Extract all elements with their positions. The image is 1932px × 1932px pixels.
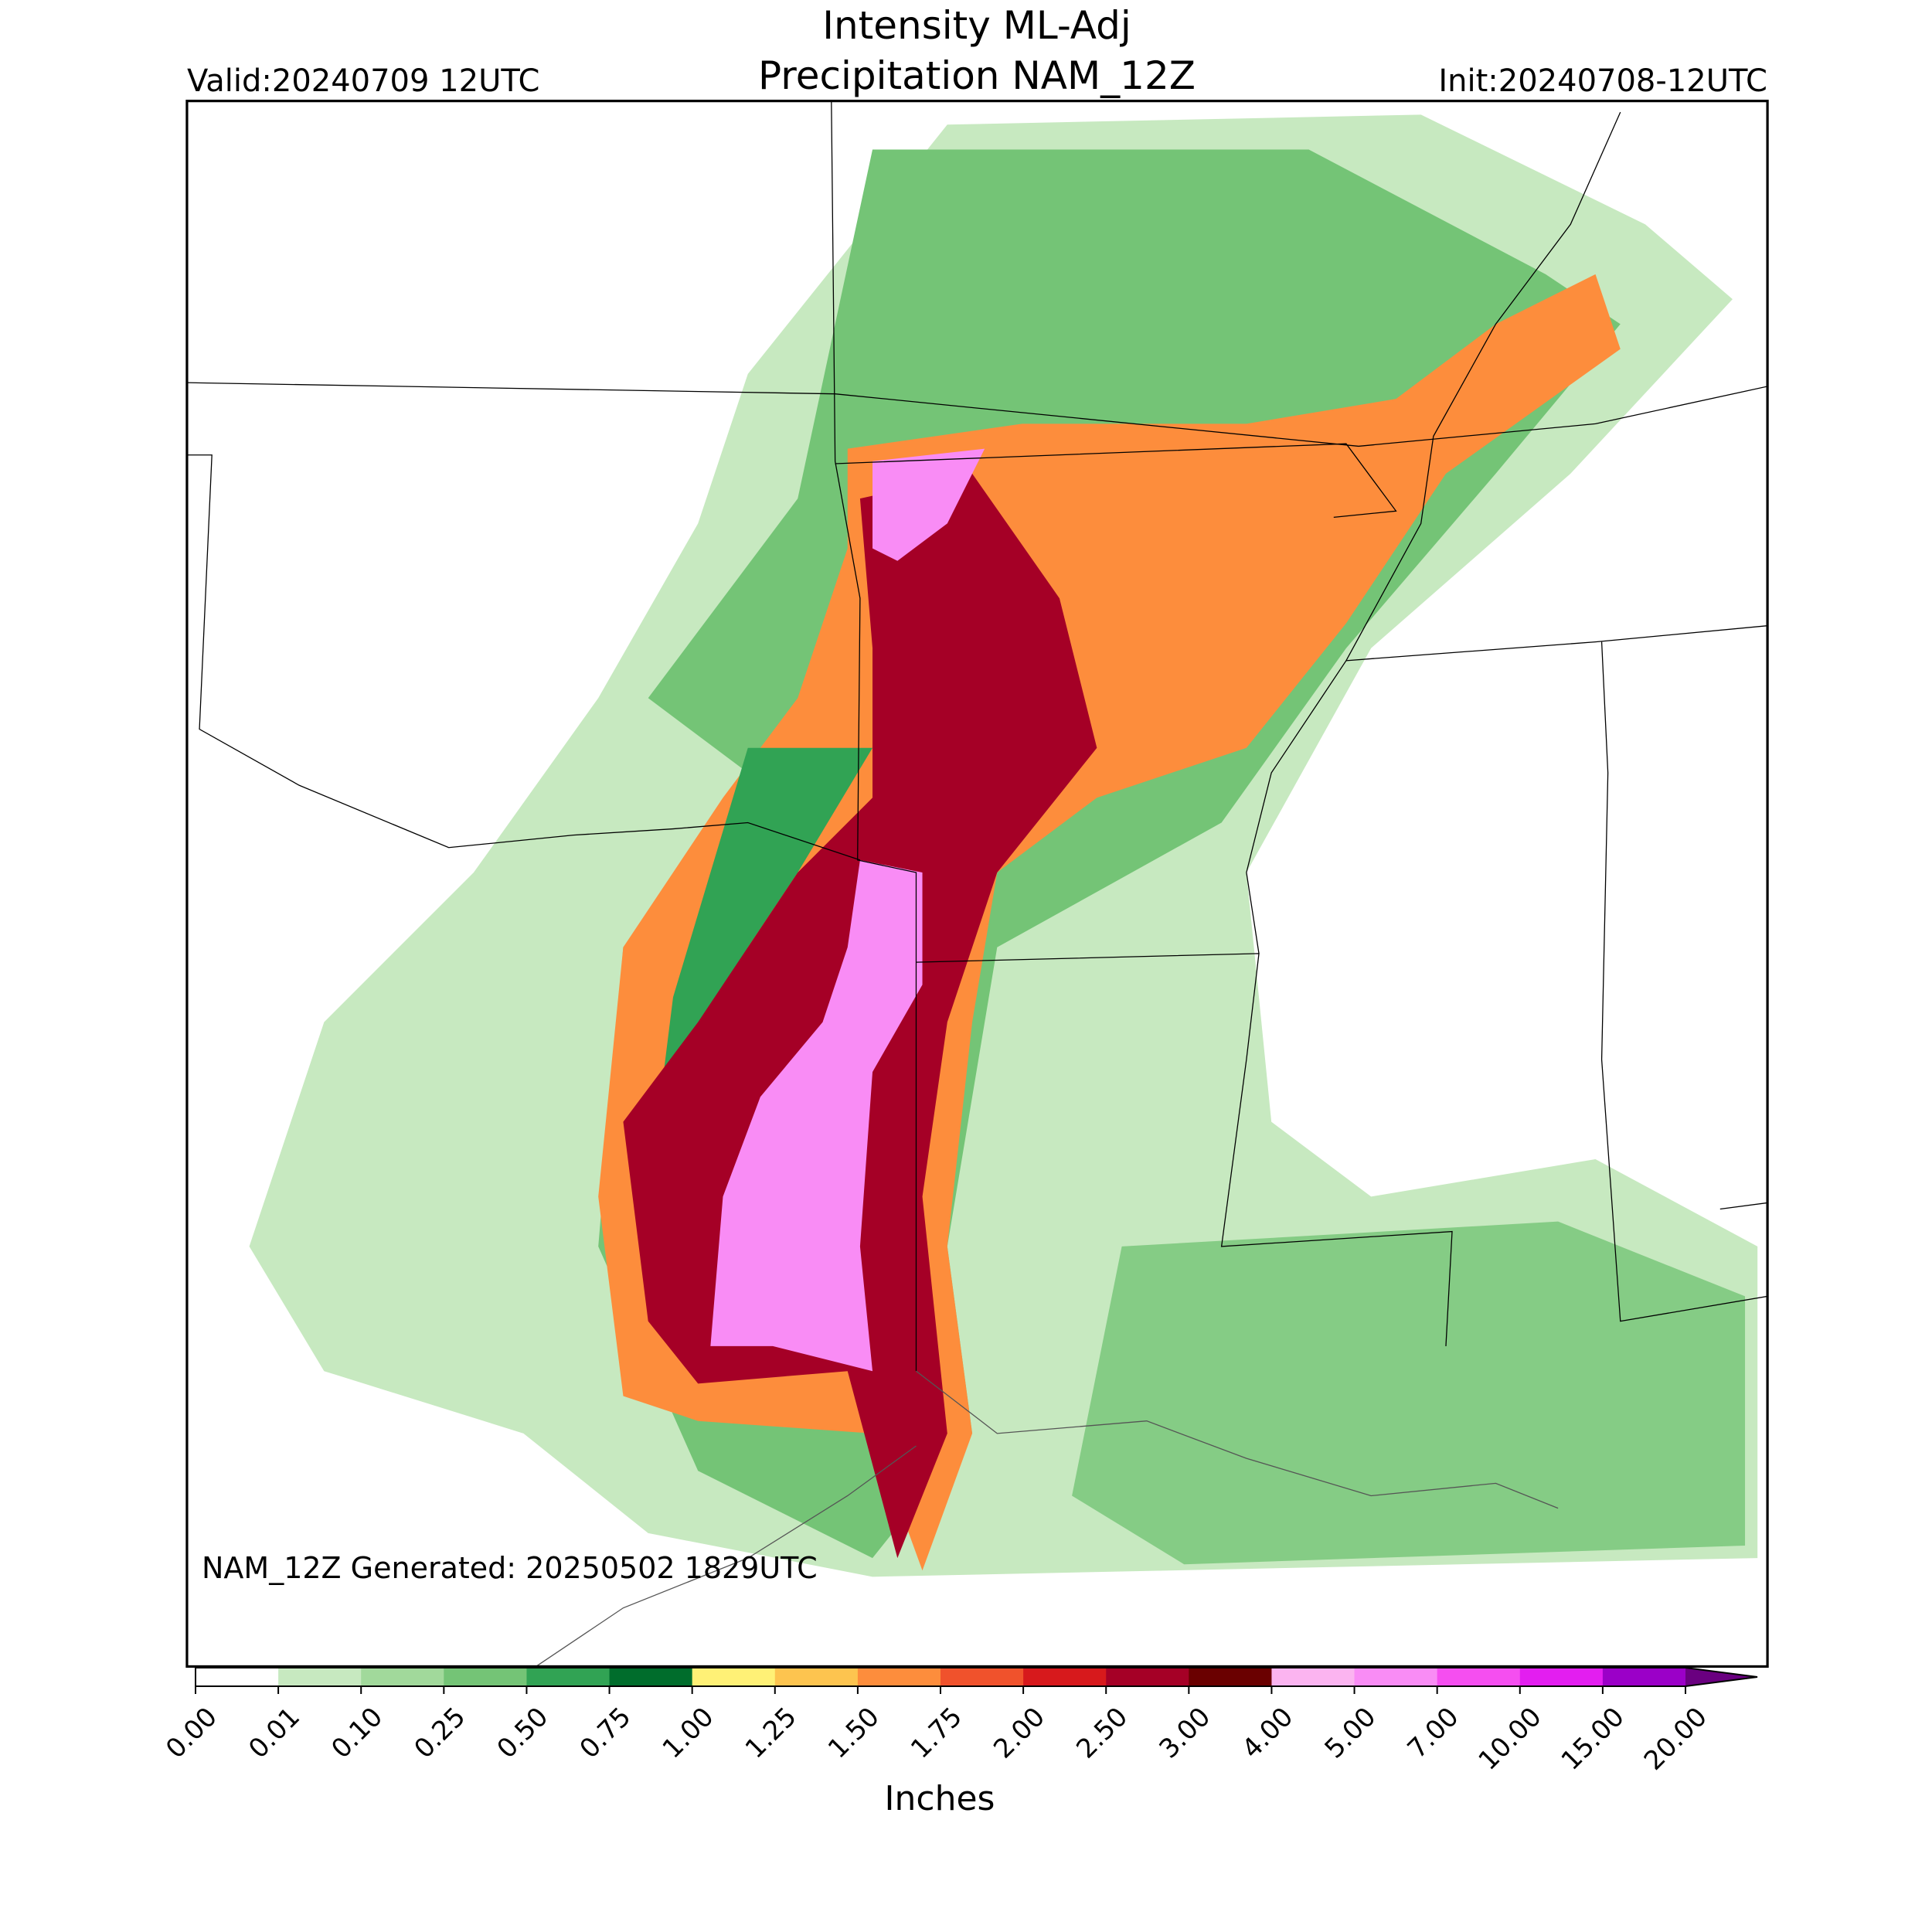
colorbar-tick-label: 15.00 — [1556, 1702, 1631, 1777]
colorbar-tick-label: 3.00 — [1153, 1702, 1216, 1765]
colorbar-segment — [361, 1668, 444, 1686]
colorbar-segment — [1437, 1668, 1521, 1686]
colorbar-tick-label: 20.00 — [1638, 1702, 1713, 1777]
colorbar-tick-label: 1.75 — [905, 1702, 968, 1765]
colorbar-tick-label: 0.00 — [160, 1702, 223, 1765]
colorbar-tick-label: 10.00 — [1473, 1702, 1548, 1777]
generated-note: NAM_12Z Generated: 20250502 1829UTC — [202, 1551, 818, 1585]
colorbar-tick-label: 5.00 — [1319, 1702, 1383, 1765]
colorbar-segment — [1023, 1668, 1107, 1686]
colorbar-segment — [1602, 1668, 1686, 1686]
map-frame — [185, 100, 1769, 1668]
colorbar-tick-label: 1.00 — [657, 1702, 720, 1765]
title-line-1: Intensity ML-Adj — [822, 3, 1131, 48]
colorbar-tick-label: 0.50 — [492, 1702, 555, 1765]
coastline — [536, 1370, 1559, 1667]
colorbar-outline — [195, 1667, 1758, 1687]
colorbar-segment — [774, 1668, 859, 1686]
colorbar: 0.00 0.01 0.10 0.25 0.50 0.75 1.00 1.25 1.50 1.75… — [160, 1667, 1758, 1777]
colorbar-segment — [692, 1668, 776, 1686]
colorbar-tick-label: 0.01 — [243, 1702, 306, 1765]
colorbar-segment — [1354, 1668, 1438, 1686]
colorbar-segment — [1519, 1668, 1604, 1686]
colorbar-segment — [444, 1668, 527, 1686]
precip-extreme-north — [872, 448, 985, 561]
colorbar-tick-label: 2.50 — [1070, 1702, 1134, 1765]
colorbar-tick-label: 2.00 — [988, 1702, 1051, 1765]
colorbar-segment — [1189, 1668, 1272, 1686]
colorbar-tick-label: 7.00 — [1402, 1702, 1465, 1765]
colorbar-segment — [609, 1668, 693, 1686]
colorbar-tick-label: 0.25 — [408, 1702, 471, 1765]
state-borders — [186, 100, 1768, 1372]
colorbar-segment — [196, 1668, 279, 1686]
title-line-2: Precipitation NAM_12Z — [758, 53, 1196, 98]
colorbar-extend — [1685, 1668, 1757, 1686]
map — [185, 100, 1769, 1668]
colorbar-segment — [278, 1668, 362, 1686]
colorbar-segment — [526, 1668, 611, 1686]
precip-extreme — [710, 859, 923, 1372]
colorbar-segment — [1271, 1668, 1355, 1686]
valid-time: Valid:20240709 12UTC — [187, 63, 539, 99]
colorbar-tick-label: 1.25 — [740, 1702, 803, 1765]
colorbar-segment — [1106, 1668, 1189, 1686]
colorbar-tick-label: 1.50 — [822, 1702, 886, 1765]
precip-moderate-south — [1072, 1221, 1746, 1565]
colorbar-tick-label: 0.75 — [574, 1702, 638, 1765]
init-time: Init:20240708-12UTC — [1438, 63, 1767, 99]
colorbar-segment — [940, 1668, 1024, 1686]
colorbar-tick-label: 0.10 — [325, 1702, 389, 1765]
colorbar-segment — [857, 1668, 941, 1686]
colorbar-label: Inches — [885, 1779, 995, 1818]
colorbar-tick-label: 4.00 — [1236, 1702, 1300, 1765]
